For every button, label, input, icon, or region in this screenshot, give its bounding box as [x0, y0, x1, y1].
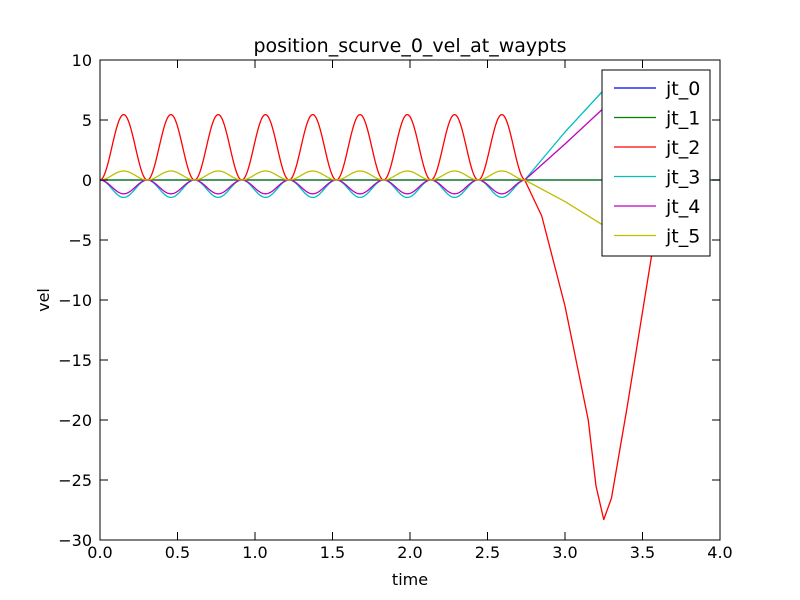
x-axis: 0.0 0.5 1.0 1.5 2.0 2.5 3.0 3.5 4.0: [87, 60, 733, 562]
y-axis: 10 5 0 −5 −10 −15 −20 −25 −30: [58, 51, 720, 550]
x-tick-label: 3.0: [552, 543, 577, 562]
y-tick-label: −5: [68, 231, 92, 250]
x-tick-label: 2.5: [475, 543, 500, 562]
y-tick-label: 0: [82, 171, 92, 190]
series-line-jt-2: [100, 113, 675, 521]
y-tick-label: −20: [58, 411, 92, 430]
chart-title: position_scurve_0_vel_at_waypts: [253, 35, 566, 57]
series-line-jt-5: [100, 170, 628, 229]
legend: jt_0 jt_1 jt_2 jt_3 jt_4 jt_5: [601, 69, 711, 257]
x-tick-label: 3.5: [630, 543, 655, 562]
y-tick-label: 5: [82, 111, 92, 130]
x-tick-label: 4.0: [707, 543, 732, 562]
x-tick-label: 1.0: [242, 543, 267, 562]
series-line-jt-3: [100, 83, 628, 199]
legend-label-jt-0: jt_0: [665, 78, 700, 100]
x-tick-label: 0.5: [165, 543, 190, 562]
series-lines: [100, 83, 720, 521]
legend-label-jt-3: jt_3: [665, 167, 700, 189]
x-tick-label: 2.0: [397, 543, 422, 562]
y-tick-label: −25: [58, 471, 92, 490]
legend-box: [601, 69, 711, 257]
legend-label-jt-1: jt_1: [665, 108, 700, 130]
x-tick-label: 0.0: [87, 543, 112, 562]
x-tick-label: 1.5: [320, 543, 345, 562]
series-line-jt-4: [100, 101, 628, 195]
y-tick-label: −15: [58, 351, 92, 370]
legend-label-jt-4: jt_4: [665, 196, 700, 218]
y-axis-label: vel: [34, 288, 53, 312]
y-tick-label: −30: [58, 531, 92, 550]
x-axis-label: time: [392, 570, 428, 589]
legend-label-jt-5: jt_5: [665, 226, 700, 248]
legend-label-jt-2: jt_2: [665, 137, 700, 159]
y-tick-label: −10: [58, 291, 92, 310]
y-tick-label: 10: [72, 51, 92, 70]
